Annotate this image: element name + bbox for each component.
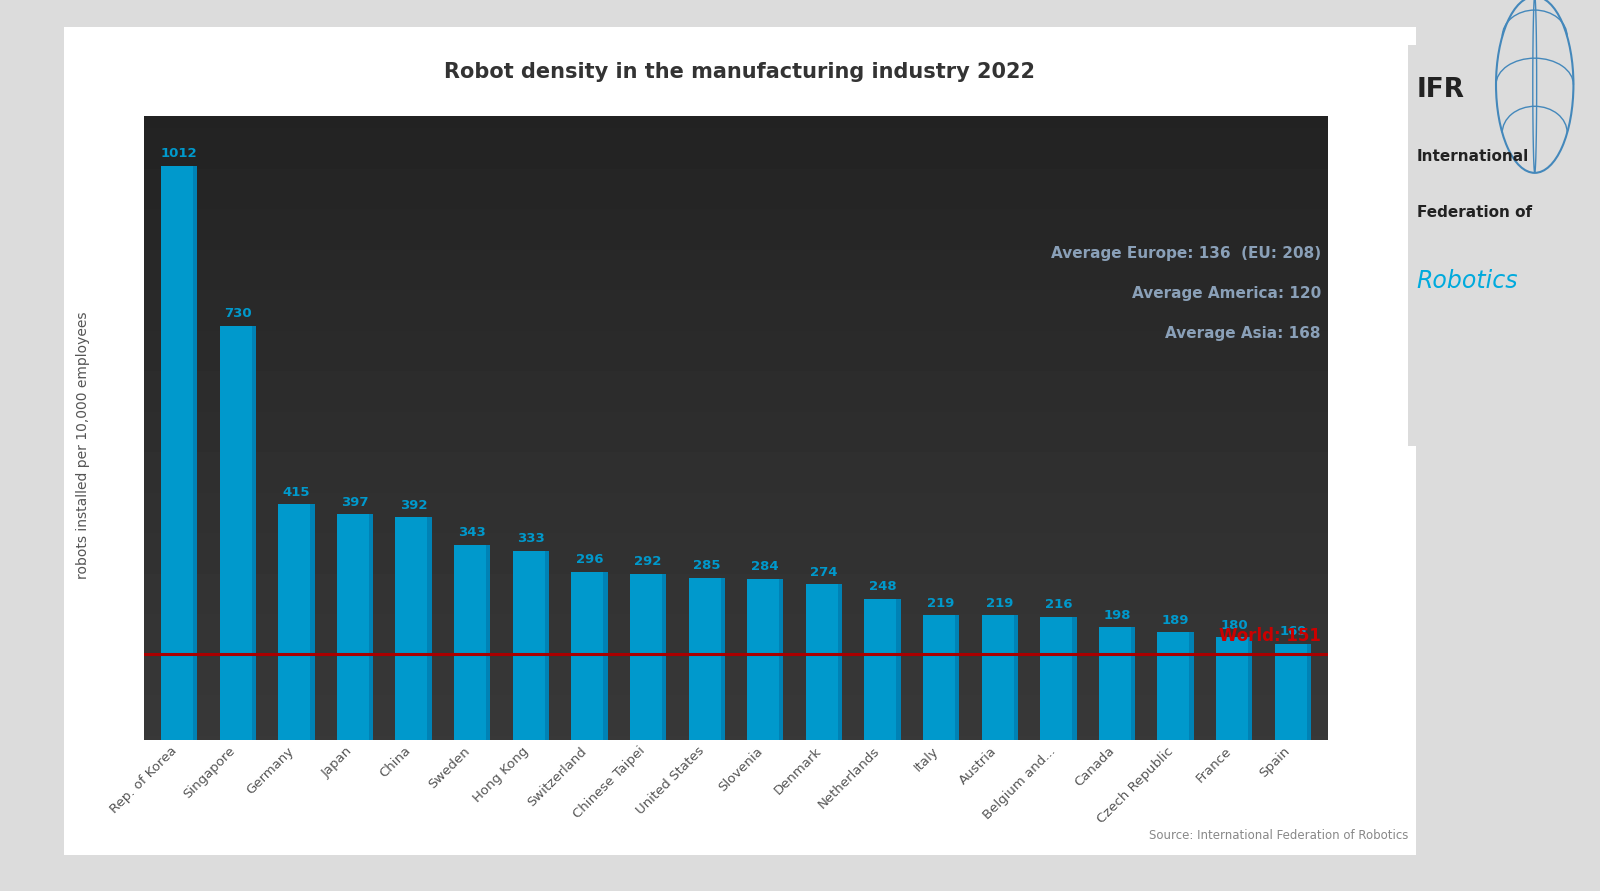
Bar — [1307, 643, 1310, 740]
Text: Source: International Federation of Robotics: Source: International Federation of Robo… — [1149, 829, 1408, 842]
Bar — [747, 578, 784, 740]
Text: Average America: 120: Average America: 120 — [1131, 286, 1322, 301]
Bar — [603, 572, 608, 740]
Text: International: International — [1418, 149, 1530, 164]
Bar — [1216, 637, 1253, 740]
Bar — [981, 616, 1018, 740]
Bar — [630, 574, 666, 740]
Bar — [779, 578, 784, 740]
Bar — [838, 584, 842, 740]
Bar — [395, 518, 432, 740]
Bar — [219, 325, 256, 740]
Bar — [571, 572, 608, 740]
Text: 285: 285 — [693, 560, 720, 572]
Text: 333: 333 — [517, 532, 544, 545]
Bar — [1157, 633, 1194, 740]
Text: 415: 415 — [283, 486, 310, 499]
Bar — [486, 545, 491, 740]
Text: 189: 189 — [1162, 614, 1189, 626]
Text: World: 151: World: 151 — [1219, 627, 1322, 645]
Text: 397: 397 — [341, 495, 368, 509]
Bar — [512, 551, 549, 740]
Text: Robot density in the manufacturing industry 2022: Robot density in the manufacturing indus… — [445, 62, 1035, 82]
Bar — [1013, 616, 1018, 740]
Bar — [454, 545, 491, 740]
Bar — [338, 514, 373, 740]
Bar — [1275, 643, 1310, 740]
Bar — [1040, 617, 1077, 740]
Bar — [278, 504, 315, 740]
Bar — [688, 578, 725, 740]
Bar — [806, 584, 842, 740]
Bar — [864, 599, 901, 740]
Bar — [955, 616, 960, 740]
Bar — [427, 518, 432, 740]
Text: 292: 292 — [634, 555, 662, 568]
Text: Average Europe: 136  (EU: 208): Average Europe: 136 (EU: 208) — [1051, 246, 1322, 261]
Text: 296: 296 — [576, 553, 603, 566]
Text: Average Asia: 168: Average Asia: 168 — [1165, 325, 1322, 340]
Bar — [1099, 627, 1134, 740]
Text: Robotics: Robotics — [1418, 269, 1518, 293]
Text: 180: 180 — [1221, 619, 1248, 632]
Bar — [251, 325, 256, 740]
Text: IFR: IFR — [1418, 77, 1466, 102]
Text: 219: 219 — [986, 597, 1013, 609]
Text: 198: 198 — [1104, 609, 1131, 622]
Text: 216: 216 — [1045, 599, 1072, 611]
Text: Federation of: Federation of — [1418, 205, 1531, 220]
Text: 248: 248 — [869, 580, 896, 593]
Text: 392: 392 — [400, 499, 427, 511]
Text: 284: 284 — [752, 560, 779, 573]
Bar — [162, 166, 197, 740]
Text: 343: 343 — [458, 527, 486, 539]
Bar — [923, 616, 960, 740]
Bar — [194, 166, 197, 740]
Text: 274: 274 — [810, 566, 838, 578]
Text: 1012: 1012 — [162, 147, 197, 160]
Bar — [544, 551, 549, 740]
Text: 730: 730 — [224, 307, 251, 320]
Text: 169: 169 — [1278, 625, 1307, 638]
Text: 219: 219 — [928, 597, 955, 609]
Bar — [720, 578, 725, 740]
Bar — [662, 574, 666, 740]
Bar — [896, 599, 901, 740]
Bar — [1248, 637, 1253, 740]
Bar — [1072, 617, 1077, 740]
Bar — [1189, 633, 1194, 740]
Bar — [310, 504, 315, 740]
Bar — [1131, 627, 1134, 740]
Text: robots installed per 10,000 employees: robots installed per 10,000 employees — [77, 312, 90, 579]
Bar — [370, 514, 373, 740]
